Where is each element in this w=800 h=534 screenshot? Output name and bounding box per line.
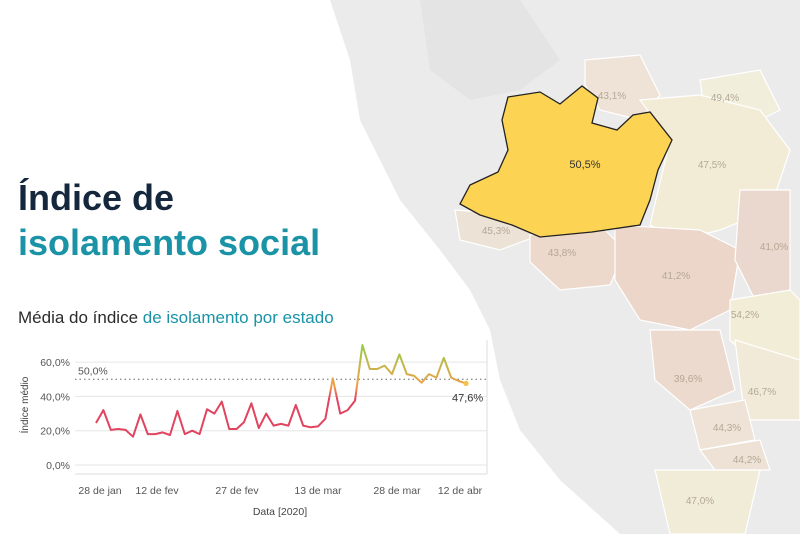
x-tick-label: 13 de mar (294, 485, 342, 497)
series-line (95, 344, 467, 438)
state-label-8: 54,2% (731, 310, 759, 321)
y-tick-label: 60,0% (40, 357, 70, 369)
y-tick-labels: 0,0% 20,0% 40,0% 60,0% (40, 357, 70, 472)
state-mato-grosso-sul (649, 329, 736, 411)
state-label-6: 41,2% (662, 271, 690, 282)
title-line-2: isolamento social (18, 222, 321, 263)
state-label-12: 44,2% (733, 455, 761, 466)
state-label-9: 39,6% (674, 374, 702, 385)
amazonas-value-label: 50,5% (569, 159, 600, 171)
state-minas (734, 339, 800, 421)
y-axis-label: Índice médio (18, 376, 31, 433)
state-parana (698, 439, 771, 471)
isolation-line-chart: 0,0% 20,0% 40,0% 60,0% 28 de jan 12 de fev 27… (18, 340, 488, 518)
subtitle-part-2: de isolamento por estado (142, 308, 334, 327)
grid-lines (75, 340, 488, 475)
x-tick-label: 12 de abr (438, 485, 483, 497)
x-tick-label: 12 de fev (135, 485, 179, 497)
last-point-marker (463, 380, 469, 386)
state-sao-paulo (689, 399, 756, 451)
state-labels: 43,1% 49,4% 47,5% 45,3% 43,8% 41,2% 41,0… (482, 91, 788, 507)
x-axis-label: Data [2020] (253, 506, 307, 518)
state-label-10: 46,7% (748, 387, 776, 398)
x-tick-label: 28 de jan (78, 485, 121, 497)
state-amazonas-highlight[interactable] (459, 85, 673, 238)
subtitle-part-1: Média do índice (18, 308, 143, 327)
y-tick-label: 40,0% (40, 391, 70, 403)
state-label-2: 49,4% (711, 93, 739, 104)
state-label-7: 41,0% (760, 242, 788, 253)
state-label-13: 47,0% (686, 496, 714, 507)
y-tick-label: 0,0% (46, 460, 70, 472)
state-shapes (454, 54, 800, 534)
x-tick-label: 27 de fev (215, 485, 259, 497)
x-tick-labels: 28 de jan 12 de fev 27 de fev 13 de mar 28 d… (78, 485, 482, 497)
state-label-3: 47,5% (698, 160, 726, 171)
landmass-edge (420, 0, 560, 100)
reference-line-label: 50,0% (78, 365, 108, 377)
state-label-5: 43,8% (548, 248, 576, 259)
state-rio-grande-sul (654, 469, 761, 534)
last-value-label: 47,6% (452, 392, 483, 404)
chart-subtitle: Média do índice de isolamento por estado (18, 308, 334, 328)
title-line-1: Índice de (18, 177, 175, 218)
y-tick-label: 20,0% (40, 426, 70, 438)
x-tick-label: 28 de mar (373, 485, 421, 497)
state-label-11: 44,3% (713, 423, 741, 434)
state-mato-grosso (614, 224, 741, 331)
state-label-1: 43,1% (598, 91, 626, 102)
state-label-4: 45,3% (482, 226, 510, 237)
